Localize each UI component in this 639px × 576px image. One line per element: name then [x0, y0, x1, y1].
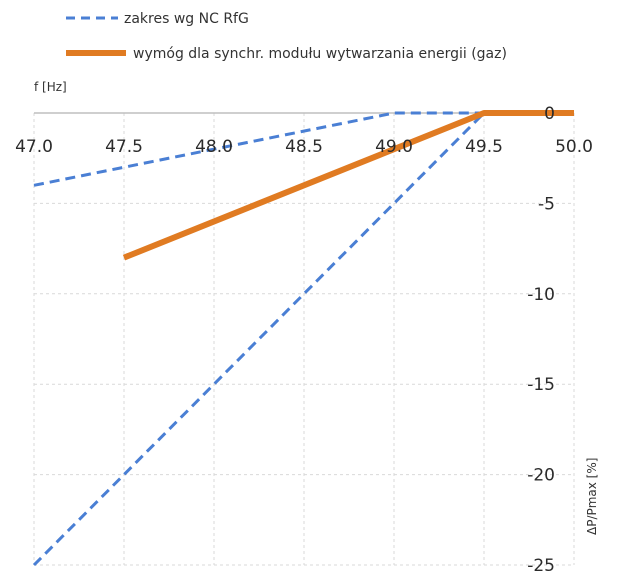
x-tick-label-0: 47.0 — [15, 137, 53, 157]
legend: zakres wg NC RfG wymóg dla synchr. moduł… — [66, 11, 507, 62]
y-tick-label-0: 0 — [544, 104, 555, 124]
y-tick-labels: 0 -5 -10 -15 -20 -25 — [527, 104, 555, 576]
grid-lines — [33, 113, 575, 566]
series-line-0 — [33, 111, 484, 187]
y-axis-title: ΔP/Pmax [%] — [585, 458, 599, 535]
x-tick-label-5: 49.5 — [465, 137, 503, 157]
y-tick-label-1: -5 — [538, 194, 555, 214]
x-tick-label-1: 47.5 — [105, 137, 143, 157]
legend-label-nc-rfg: zakres wg NC RfG — [124, 11, 249, 27]
x-axis-title: f [Hz] — [34, 80, 67, 94]
series-layer — [32, 110, 574, 567]
x-tick-labels: 47.0 47.5 48.0 48.5 49.0 49.5 50.0 — [15, 137, 593, 157]
x-tick-label-2: 48.0 — [195, 137, 233, 157]
series-line-2 — [122, 110, 574, 261]
y-tick-label-4: -20 — [527, 466, 555, 486]
y-tick-label-5: -25 — [527, 556, 555, 576]
y-tick-label-3: -15 — [527, 375, 555, 395]
x-tick-label-6: 50.0 — [555, 137, 593, 157]
y-tick-label-2: -10 — [527, 285, 555, 305]
legend-label-requirement: wymóg dla synchr. modułu wytwarzania ene… — [133, 46, 507, 62]
x-tick-label-4: 49.0 — [375, 137, 413, 157]
x-tick-label-3: 48.5 — [285, 137, 323, 157]
series-line-1 — [32, 111, 486, 567]
